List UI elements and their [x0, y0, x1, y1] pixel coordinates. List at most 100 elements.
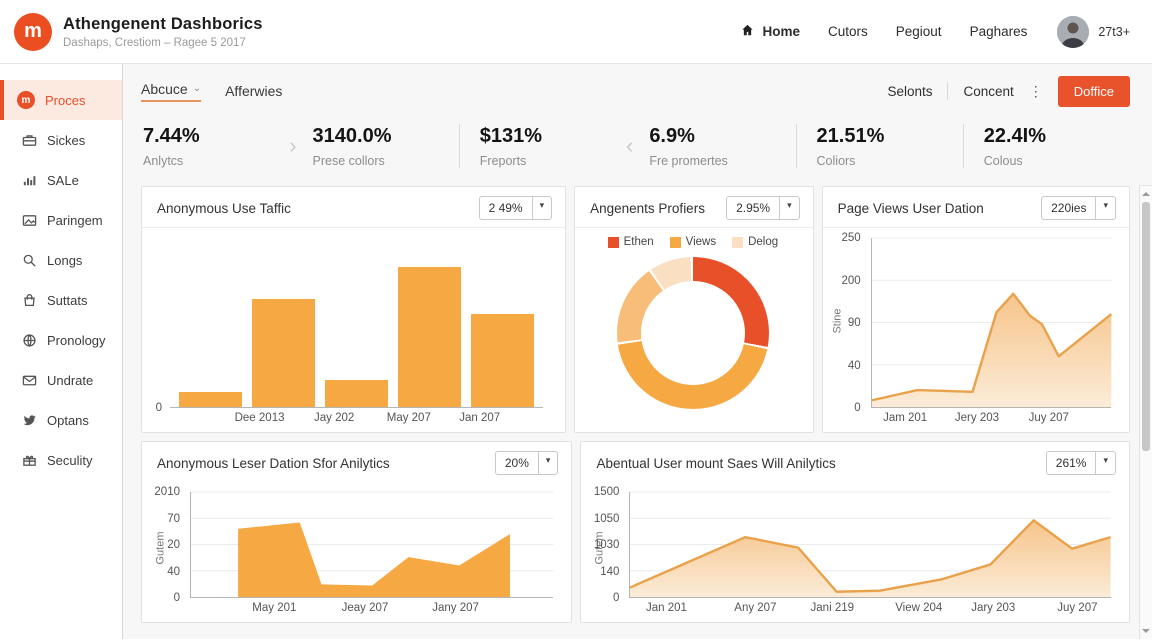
donut-hole — [640, 281, 745, 385]
sidebar-item-optans[interactable]: Optans — [0, 400, 122, 440]
scroll-down-arrow[interactable] — [1140, 625, 1152, 637]
stat-coliors: 21.51% Coliors — [815, 125, 963, 168]
sidebar-item-sickes[interactable]: Sickes — [0, 120, 122, 160]
y-tick-label: 1030 — [593, 539, 620, 551]
breadcrumb-item-afferwies[interactable]: Afferwies — [225, 83, 283, 99]
profilers-dropdown[interactable]: 2.95% ▾ — [726, 196, 800, 220]
stat-fre-promertes: 6.9% Fre promertes — [647, 125, 795, 168]
card-anonymous-use-taffic: Anonymous Use Taffic 2 49% ▾ 0 Dee 2013 Ja… — [141, 186, 567, 433]
nav-item-label: Pegiout — [895, 24, 942, 39]
bar — [325, 380, 389, 407]
x-tick-label: Jery 203 — [954, 412, 1000, 424]
bar — [398, 266, 462, 407]
breadcrumb-label: Abcuce — [141, 80, 188, 97]
toolbar: Abcuce ⌄ Afferwies Selonts Concent ⋮ Dof… — [141, 75, 1130, 107]
traffic-dropdown[interactable]: 2 49% ▾ — [478, 196, 553, 220]
y-axis-ticks: 1500 1050 1030 140 0 — [589, 486, 623, 604]
y-tick-label: 0 — [613, 592, 620, 604]
plot-area: Jan 201 Any 207 Jani 219 View 204 Jary 203 Ju… — [629, 492, 1111, 614]
bar — [471, 314, 535, 407]
legend-swatch — [732, 236, 744, 248]
stat-label: Prese collors — [312, 153, 385, 168]
nav-item-cutors[interactable]: Cutors — [828, 24, 868, 39]
divider — [458, 124, 460, 168]
nav-item-pegiout[interactable]: Pegiout — [896, 24, 942, 39]
sidebar-item-longs[interactable]: Longs — [0, 240, 122, 280]
stat-anlytcs: 7.44% Anlytcs — [141, 125, 289, 168]
sidebar-item-suttats[interactable]: Suttats — [0, 280, 122, 320]
x-tick-label: Jay 202 — [314, 412, 355, 424]
toolbar-link-concent[interactable]: Concent — [963, 83, 1014, 99]
app-title: Athengenent Dashborics — [63, 14, 263, 33]
globe-icon — [21, 332, 37, 348]
logo-m-icon: m — [17, 91, 35, 109]
x-tick-label: Jani 219 — [810, 602, 855, 614]
dropdown-value: 2 49% — [488, 201, 523, 215]
scrollbar[interactable] — [1139, 185, 1152, 639]
legend-item: Views — [669, 236, 717, 248]
sidebar-item-label: Optans — [47, 412, 89, 428]
x-tick-label: Jam 201 — [883, 412, 928, 424]
abentual-dropdown[interactable]: 261% ▾ — [1045, 451, 1116, 475]
x-tick-label: Jeay 207 — [341, 602, 389, 614]
y-axis-ticks: 250 200 90 40 0 — [831, 232, 865, 414]
dropdown-value: 2.95% — [736, 201, 771, 215]
bars — [170, 242, 543, 407]
legend-label: Ethen — [623, 236, 654, 248]
bar — [179, 391, 243, 407]
card-abentual-user-mount: Abentual User mount Saes Will Anilytics … — [580, 441, 1130, 623]
x-tick-label: Any 207 — [734, 602, 777, 614]
sidebar: m Proces Sickes SALe Paringem Longs Suttats Pro… — [0, 64, 123, 639]
chevron-right-icon: › — [289, 133, 297, 158]
chevron-down-icon: ⌄ — [192, 83, 202, 94]
sidebar-item-label: Longs — [47, 252, 83, 268]
toolbar-right: Selonts Concent ⋮ Doffice — [887, 75, 1130, 107]
x-tick-label: Jary 203 — [971, 602, 1016, 614]
legend-label: Views — [685, 236, 717, 248]
app-subtitle: Dashaps, Crestiom – Ragee 5 2017 — [63, 36, 246, 49]
stat-value: 22.4I% — [983, 124, 1047, 147]
notification-count: 27t3+ — [1098, 24, 1130, 39]
x-tick-label: Dee 2013 — [234, 412, 285, 424]
nav-item-paghares[interactable]: Paghares — [970, 24, 1028, 39]
logo-letter: m — [24, 20, 42, 42]
stat-value: 3140.0% — [312, 124, 392, 147]
dropdown-value: 20% — [504, 456, 529, 470]
y-tick-label: 1050 — [593, 512, 620, 525]
sidebar-item-undrate[interactable]: Undrate — [0, 360, 122, 400]
pageviews-dropdown[interactable]: 220ies ▾ — [1041, 196, 1116, 220]
card-title: Abentual User mount Saes Will Anilytics — [596, 455, 836, 471]
leser-dropdown[interactable]: 20% ▾ — [494, 451, 559, 475]
sidebar-item-proces[interactable]: m Proces — [0, 80, 122, 120]
nav-item-home[interactable]: Home — [740, 23, 800, 41]
stat-label: Coliors — [816, 153, 856, 168]
sidebar-item-seculity[interactable]: Seculity — [0, 440, 122, 480]
toolbar-link-selonts[interactable]: Selonts — [887, 83, 933, 99]
profilers-donut-chart: Ethen Views Delog — [583, 232, 803, 430]
y-tick-label: 2010 — [154, 486, 180, 498]
chevron-left-icon: ‹ — [625, 133, 634, 158]
y-axis-ticks: 0 — [150, 238, 166, 414]
nav-item-label: Cutors — [828, 24, 868, 39]
sidebar-item-sale[interactable]: SALe — [0, 160, 122, 200]
scroll-up-arrow[interactable] — [1140, 188, 1152, 200]
stat-value: 7.44% — [143, 124, 200, 147]
cards-row-1: Anonymous Use Taffic 2 49% ▾ 0 Dee 2013 Ja… — [141, 186, 1130, 433]
cards-row-2: Anonymous Leser Dation Sfor Anilytics 20… — [141, 441, 1130, 623]
x-tick-label: Jan 201 — [646, 602, 687, 614]
breadcrumb-item-abcuce[interactable]: Abcuce ⌄ — [141, 80, 202, 102]
sidebar-item-paringem[interactable]: Paringem — [0, 200, 122, 240]
leser-area-chart: Gutem 2010 70 20 40 0 May 201 Jeay 207 Jany 207 — [150, 486, 561, 620]
bag-icon — [21, 292, 37, 308]
avatar[interactable] — [1057, 15, 1090, 48]
scrollbar-thumb[interactable] — [1142, 202, 1150, 452]
kebab-menu-icon[interactable]: ⋮ — [1028, 82, 1043, 99]
main-content: Abcuce ⌄ Afferwies Selonts Concent ⋮ Dof… — [123, 64, 1152, 639]
x-axis-labels: Jan 201 Any 207 Jani 219 View 204 Jary 203 Ju… — [630, 597, 1111, 617]
sidebar-item-pronology[interactable]: Pronology — [0, 320, 122, 360]
doffice-button[interactable]: Doffice — [1057, 75, 1130, 107]
traffic-bar-chart: 0 Dee 2013 Jay 202 May 207 Jan 207 — [150, 232, 555, 430]
stat-colous: 22.4I% Colous — [982, 125, 1130, 168]
sidebar-item-label: Proces — [45, 92, 86, 108]
plot-area: May 201 Jeay 207 Jany 207 — [190, 492, 554, 614]
